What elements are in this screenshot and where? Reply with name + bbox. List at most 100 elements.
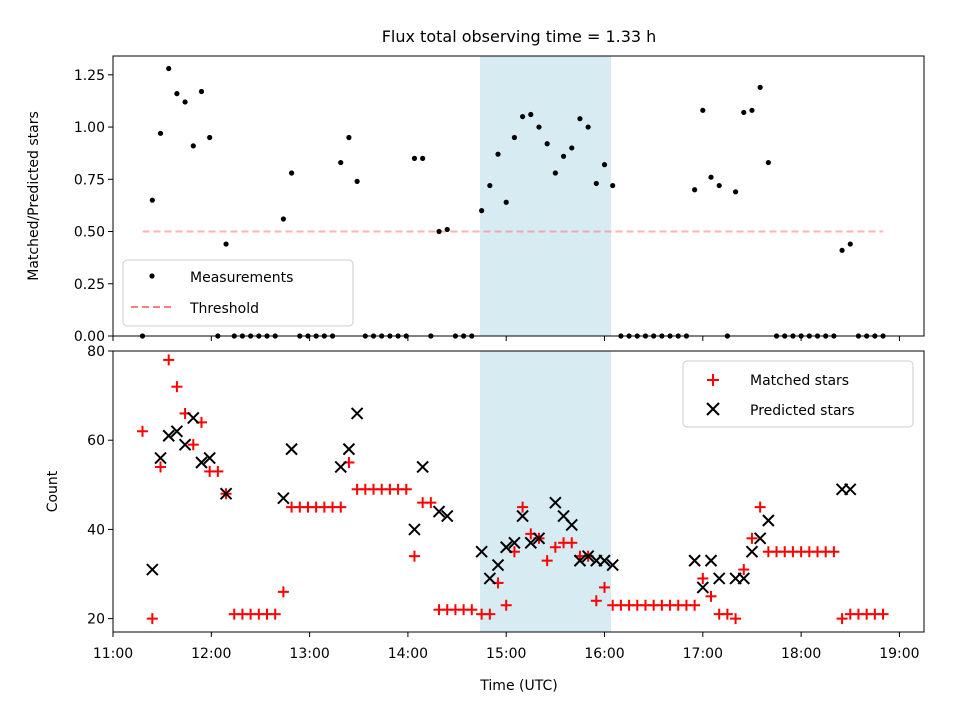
- predicted-star-point: [516, 509, 529, 523]
- measurement-point: [495, 151, 501, 157]
- matched-star-point: [517, 501, 529, 513]
- predicted-star-point: [408, 523, 421, 536]
- measurement-point: [511, 134, 518, 141]
- predicted-star-point: [187, 411, 200, 425]
- x-tick-label: 14:00: [388, 646, 428, 662]
- predicted-star-point: [334, 460, 347, 474]
- predicted-star-point: [162, 429, 175, 442]
- chart-title: Flux total observing time = 1.33 h: [382, 27, 657, 46]
- measurement-point: [338, 159, 344, 166]
- x-tick-label: 17:00: [683, 646, 723, 662]
- ratio-y-tick-label: 0.50: [74, 225, 105, 241]
- measurement-point: [149, 197, 155, 203]
- count-legend-box: [682, 360, 914, 428]
- x-tick-label: 19:00: [879, 646, 919, 662]
- legend-matched-label: Matched stars: [750, 373, 849, 389]
- ratio-panel: 0.00 0.25 0.50 0.75 1.00 1.25 Matched/Predict…: [26, 55, 925, 345]
- legend-predicted-label: Predicted stars: [750, 403, 855, 419]
- x-tick-label: 13:00: [289, 646, 329, 662]
- matched-star-point: [408, 550, 420, 562]
- predicted-star-point: [350, 407, 364, 420]
- count-panel: 20 40 60 80 11:00 12:00 13:00 14:00 15:00 16:00 1…: [45, 344, 925, 694]
- measurement-point: [166, 65, 172, 72]
- matched-star-point: [754, 501, 766, 513]
- x-tick-label: 11:00: [93, 646, 133, 662]
- measurement-point: [207, 134, 213, 141]
- count-axes-frame: [112, 350, 925, 633]
- predicted-star-point: [696, 581, 710, 594]
- count-highlight-span: [479, 351, 612, 632]
- matched-star-point: [425, 497, 437, 509]
- measurement-point: [601, 162, 608, 168]
- matched-star-point: [335, 501, 347, 513]
- predicted-star-point: [532, 532, 546, 545]
- matched-star-point: [697, 572, 709, 584]
- matched-star-point: [689, 599, 701, 611]
- legend-matched-marker: [707, 374, 719, 386]
- legend-measurements-marker: [149, 273, 155, 279]
- predicted-star-point: [277, 491, 290, 505]
- matched-star-point: [466, 604, 478, 616]
- measurement-point: [610, 182, 616, 189]
- predicted-star-point: [342, 442, 356, 456]
- predicted-star-point: [737, 572, 750, 585]
- x-tick-label: 18:00: [781, 646, 821, 662]
- ratio-y-tick-label: 0.00: [74, 329, 105, 345]
- count-y-tick-label: 80: [87, 344, 105, 360]
- matched-star-point: [163, 354, 175, 366]
- matched-star-point: [549, 541, 561, 553]
- predicted-star-point: [500, 541, 513, 554]
- matched-star-point: [730, 613, 742, 625]
- matched-star-point: [721, 608, 733, 620]
- count-y-tick-label: 40: [87, 522, 105, 538]
- count-y-tick-label: 60: [87, 433, 105, 449]
- count-y-axis-label: Count: [45, 470, 61, 512]
- measurement-point: [346, 134, 352, 141]
- legend-measurements-label: Measurements: [190, 270, 293, 286]
- predicted-star-point: [712, 572, 726, 585]
- predicted-star-point: [844, 483, 857, 496]
- predicted-star-point: [203, 451, 216, 465]
- measurement-point: [223, 241, 229, 247]
- measurement-point: [749, 107, 755, 113]
- predicted-star-point: [704, 554, 718, 567]
- predicted-star-point: [573, 554, 587, 567]
- measurement-point: [157, 130, 164, 136]
- matched-star-point: [171, 381, 183, 393]
- measurement-point: [560, 153, 567, 159]
- measurement-point: [585, 124, 591, 130]
- matched-star-point: [212, 465, 224, 477]
- x-tick-label: 16:00: [584, 646, 624, 662]
- predicted-star-point: [606, 558, 619, 572]
- measurement-point: [280, 216, 286, 222]
- predicted-star-point: [565, 518, 578, 532]
- measurement-point: [716, 182, 722, 189]
- predicted-star-point: [688, 554, 701, 567]
- measurement-point: [354, 178, 360, 184]
- matched-star-point: [500, 599, 512, 611]
- x-tick-label: 12:00: [191, 646, 231, 662]
- ratio-y-tick-label: 0.75: [74, 172, 105, 188]
- measurement-point: [198, 88, 205, 95]
- predicted-star-point: [745, 545, 759, 558]
- matched-star-point: [277, 586, 289, 598]
- matched-star-point: [738, 564, 750, 576]
- measurement-point: [593, 180, 599, 187]
- predicted-star-point: [581, 549, 595, 563]
- matched-star-point: [269, 608, 281, 620]
- matched-star-point: [187, 439, 199, 451]
- ratio-legend: Measurements Threshold: [122, 259, 354, 327]
- measurement-point: [487, 182, 493, 189]
- predicted-star-point: [475, 545, 488, 558]
- measurement-point: [479, 208, 485, 214]
- predicted-star-point: [154, 451, 167, 465]
- measurement-point: [552, 170, 558, 176]
- measurement-point: [765, 159, 771, 166]
- measurement-point: [757, 84, 763, 90]
- ratio-y-tick-label: 0.25: [74, 277, 105, 293]
- measurement-point: [528, 111, 534, 118]
- measurement-point: [436, 228, 442, 235]
- ratio-y-tick-label: 1.00: [74, 120, 105, 136]
- predicted-star-point: [483, 572, 497, 585]
